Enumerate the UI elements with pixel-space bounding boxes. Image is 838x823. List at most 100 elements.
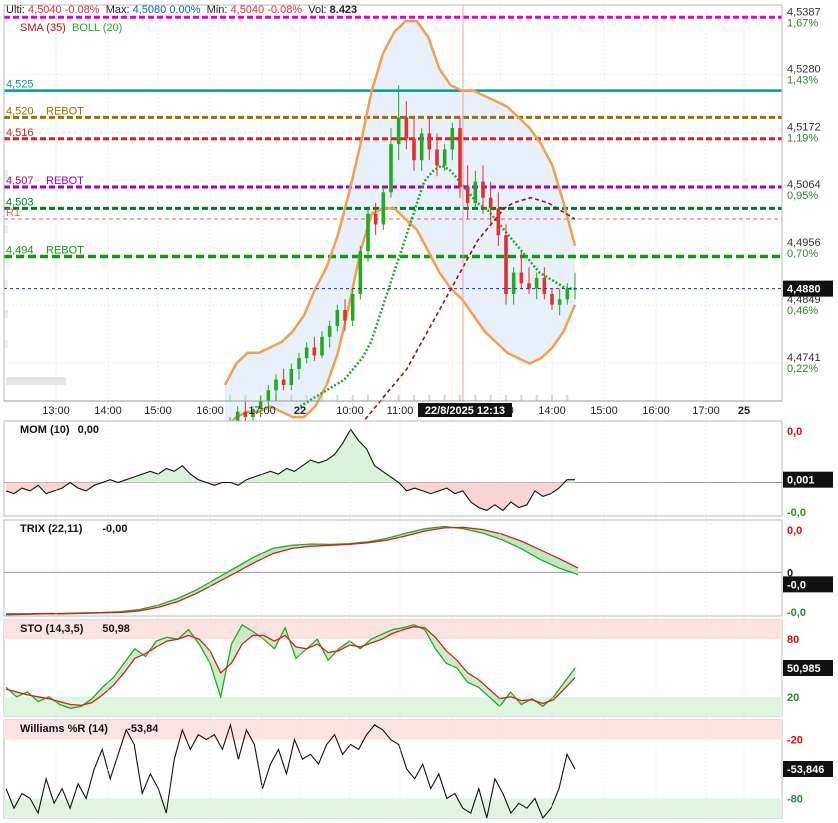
indicator-value: -53,84 <box>127 723 159 735</box>
header-bar: Ulti: 4,5040 -0.08% Max: 4,5080 0.00% Mi… <box>6 4 357 18</box>
volume-bar <box>305 395 308 401</box>
time-tick-label: 17:00 <box>692 405 720 417</box>
max-change: 0.00% <box>169 4 201 16</box>
volume-bar <box>535 395 538 401</box>
volume-bar <box>382 395 385 401</box>
time-tick-label: 11:00 <box>387 405 414 417</box>
level-label: 4,507 <box>6 175 34 187</box>
vol-value: 8.423 <box>329 4 358 16</box>
candle-body <box>496 208 501 236</box>
candle-body <box>511 272 516 294</box>
vol-label: Vol: <box>308 4 327 16</box>
last-price-value: 4,4880 <box>787 284 821 296</box>
volume-bar <box>229 395 231 401</box>
indicator-tick-label: -0,0 <box>787 507 806 519</box>
candle-body <box>519 272 524 284</box>
candle-body <box>442 149 447 166</box>
candle-body <box>534 277 539 289</box>
candle-body <box>473 181 478 203</box>
candle-body <box>412 138 416 161</box>
indicator-tick-label: 0 <box>787 567 793 579</box>
indicator-last-badge <box>783 471 833 488</box>
candle-body <box>458 128 462 187</box>
level-label: 4,516 <box>6 127 34 139</box>
time-tick-label: 10:00 <box>336 405 364 417</box>
faded-tick <box>4 200 8 208</box>
candle-body <box>243 411 248 418</box>
level-tag: REBOT <box>46 245 84 257</box>
candle-body <box>373 213 378 225</box>
candle-body <box>335 310 340 327</box>
candle-body <box>274 379 278 391</box>
price-tick-label: 4,5387 <box>787 6 821 18</box>
min-label: Min: <box>206 4 228 16</box>
candle-body <box>488 197 493 209</box>
max-value: 4,5080 <box>132 4 167 16</box>
time-tick-label: 15:00 <box>590 405 618 417</box>
time-tick-label: 16:00 <box>642 405 670 417</box>
bollinger-upper-line <box>223 19 577 386</box>
volume-bar <box>443 395 446 401</box>
indicator-tick-label: -80 <box>787 793 803 805</box>
candle-body <box>481 181 485 198</box>
candle-body <box>557 299 562 305</box>
time-tick-label: 15:00 <box>144 405 172 417</box>
candle-body <box>419 133 424 161</box>
volume-bar <box>489 395 492 401</box>
candle-body <box>235 411 240 423</box>
volume-bar <box>413 395 415 401</box>
indicator-last-badge <box>783 660 833 676</box>
indicator-value: 50,98 <box>102 623 130 635</box>
indicator-last-value: 50,985 <box>787 663 821 675</box>
level-label: 4,494 <box>6 245 34 257</box>
trix-signal-line <box>5 526 579 616</box>
candle-body <box>465 186 470 203</box>
volume-bar <box>520 395 523 401</box>
bollinger-mid-line <box>299 164 575 408</box>
stochastic-d-line <box>5 626 576 707</box>
time-tick-label: 14:00 <box>94 405 122 417</box>
candle-body <box>258 401 263 410</box>
candle-body <box>542 277 547 294</box>
faded-tick <box>4 310 8 318</box>
indicator-panel <box>3 519 783 617</box>
volume-bar <box>459 395 461 401</box>
williams-r-line <box>5 722 576 820</box>
bollinger-band-fill <box>225 21 575 428</box>
candle-body <box>251 409 255 418</box>
stochastic-k-line <box>5 623 576 709</box>
oversold-band <box>4 798 782 818</box>
price-pct-label: 1,43% <box>787 75 818 87</box>
volume-bar <box>474 395 477 401</box>
candle-body <box>281 379 286 385</box>
price-tick-label: 4,4956 <box>787 237 821 249</box>
momentum-negative-area <box>6 482 575 511</box>
volume-bar <box>551 395 553 401</box>
price-tick-label: 4,5280 <box>787 64 821 76</box>
indicator-legend: SMA (35) BOLL (20) <box>20 22 122 34</box>
faded-tick <box>4 170 8 178</box>
price-tick-label: 4,4849 <box>787 294 821 306</box>
indicator-name: MOM (10) <box>20 424 70 436</box>
ulti-value: 4,5040 <box>28 4 62 16</box>
candle-body <box>327 326 332 337</box>
level-label: 4,503 <box>6 196 34 208</box>
faded-tick <box>4 280 8 288</box>
indicator-last-value: 0,001 <box>787 475 815 487</box>
crosshair-time-badge <box>418 403 512 417</box>
candle-body <box>312 347 317 356</box>
level-label: R1 <box>6 207 20 219</box>
candle-body <box>427 133 432 150</box>
indicator-tick-label: 0,0 <box>787 525 802 537</box>
boll-legend: BOLL (20) <box>71 22 123 34</box>
candle-body <box>396 117 401 145</box>
candle-body <box>358 251 363 294</box>
ulti-change: -0.08% <box>64 4 100 16</box>
level-label: 4,520 <box>6 105 34 117</box>
max-label: Max: <box>105 4 130 16</box>
candle-body <box>527 283 531 289</box>
indicator-tick-label: -20 <box>787 735 803 747</box>
price-pct-label: 0,70% <box>787 248 818 260</box>
volume-bar <box>397 395 400 401</box>
